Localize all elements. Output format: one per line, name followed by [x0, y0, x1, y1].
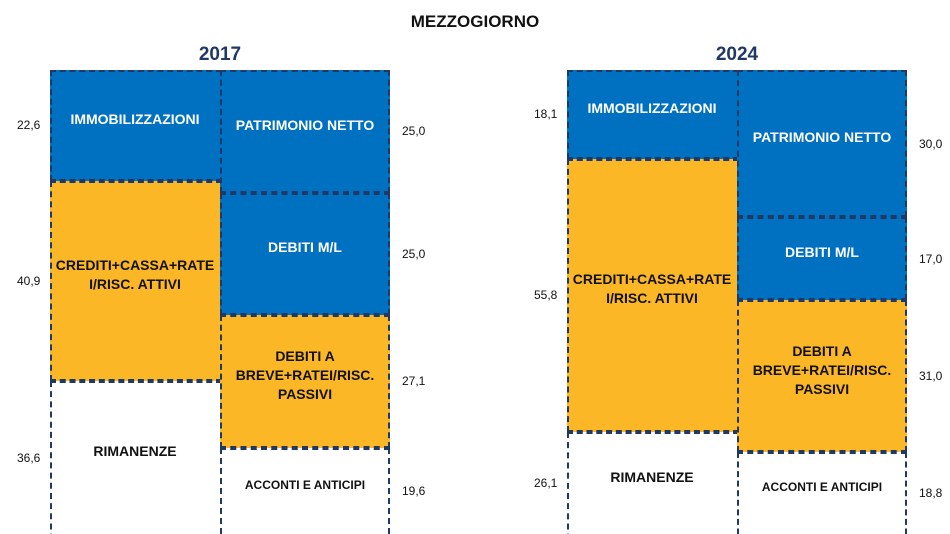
segment [567, 432, 739, 534]
segment-label: PATRIMONIO NETTO [752, 129, 892, 145]
segment-label: DEBITI A BREVE+RATEI/RISC. PASSIVI [752, 342, 892, 397]
segment [50, 381, 222, 534]
value-label: 36,6 [17, 450, 41, 465]
segment [737, 300, 907, 453]
segment [737, 70, 907, 217]
value-label: 22,6 [17, 118, 41, 133]
value-label: 25,0 [402, 124, 426, 139]
segment [220, 447, 390, 534]
segment-label: RIMANENZE [610, 468, 694, 485]
year-label: 2017 [198, 44, 242, 65]
page-title: MEZZOGIORNO [410, 12, 540, 31]
segment-label: DEBITI M/L [785, 244, 859, 261]
segment [567, 158, 739, 433]
segment-label: CREDITI+CASSA+RATEI/RISC. ATTIVI [572, 271, 732, 307]
year-label: 2024 [715, 44, 759, 65]
segment [50, 70, 222, 181]
segment [567, 70, 739, 159]
value-label: 18,1 [534, 107, 558, 122]
segment-label: PATRIMONIO NETTO [235, 116, 375, 133]
segment-label: RIMANENZE [93, 443, 177, 460]
segment [220, 70, 390, 193]
segment-label: ACCONTI E ANTICIPI [244, 477, 366, 492]
value-label: 19,6 [402, 483, 426, 498]
value-label: 55,8 [534, 288, 558, 303]
segment-label: ACCONTI E ANTICIPI [761, 480, 883, 495]
segment-label: IMMOBILIZZAZIONI [70, 110, 200, 127]
segment-label: DEBITI A BREVE+RATEI/RISC. PASSIVI [235, 347, 375, 402]
value-label: 17,0 [919, 251, 943, 266]
value-label: 31,0 [919, 369, 943, 384]
value-label: 40,9 [17, 273, 41, 288]
value-label: 3,1 [919, 532, 936, 534]
value-label: 18,8 [919, 486, 943, 501]
value-label: 25,0 [402, 246, 426, 261]
segment-label: CREDITI+CASSA+RATEI/RISC. ATTIVI [55, 256, 215, 292]
segment [737, 217, 907, 301]
value-label: 3,3 [402, 532, 419, 534]
segment-label: DEBITI M/L [268, 239, 342, 256]
value-label: 26,1 [534, 476, 558, 491]
segment-label: Accantonamenti+TFR [741, 531, 903, 534]
segment-label: IMMOBILIZZAZIONI [587, 99, 717, 116]
segment [220, 192, 390, 315]
segment [50, 180, 222, 382]
segment-label: Accantonamenti+TFR [224, 531, 386, 534]
segment [220, 315, 390, 448]
value-label: 27,1 [402, 374, 426, 389]
segment [737, 452, 907, 534]
value-label: 30,0 [919, 136, 943, 151]
